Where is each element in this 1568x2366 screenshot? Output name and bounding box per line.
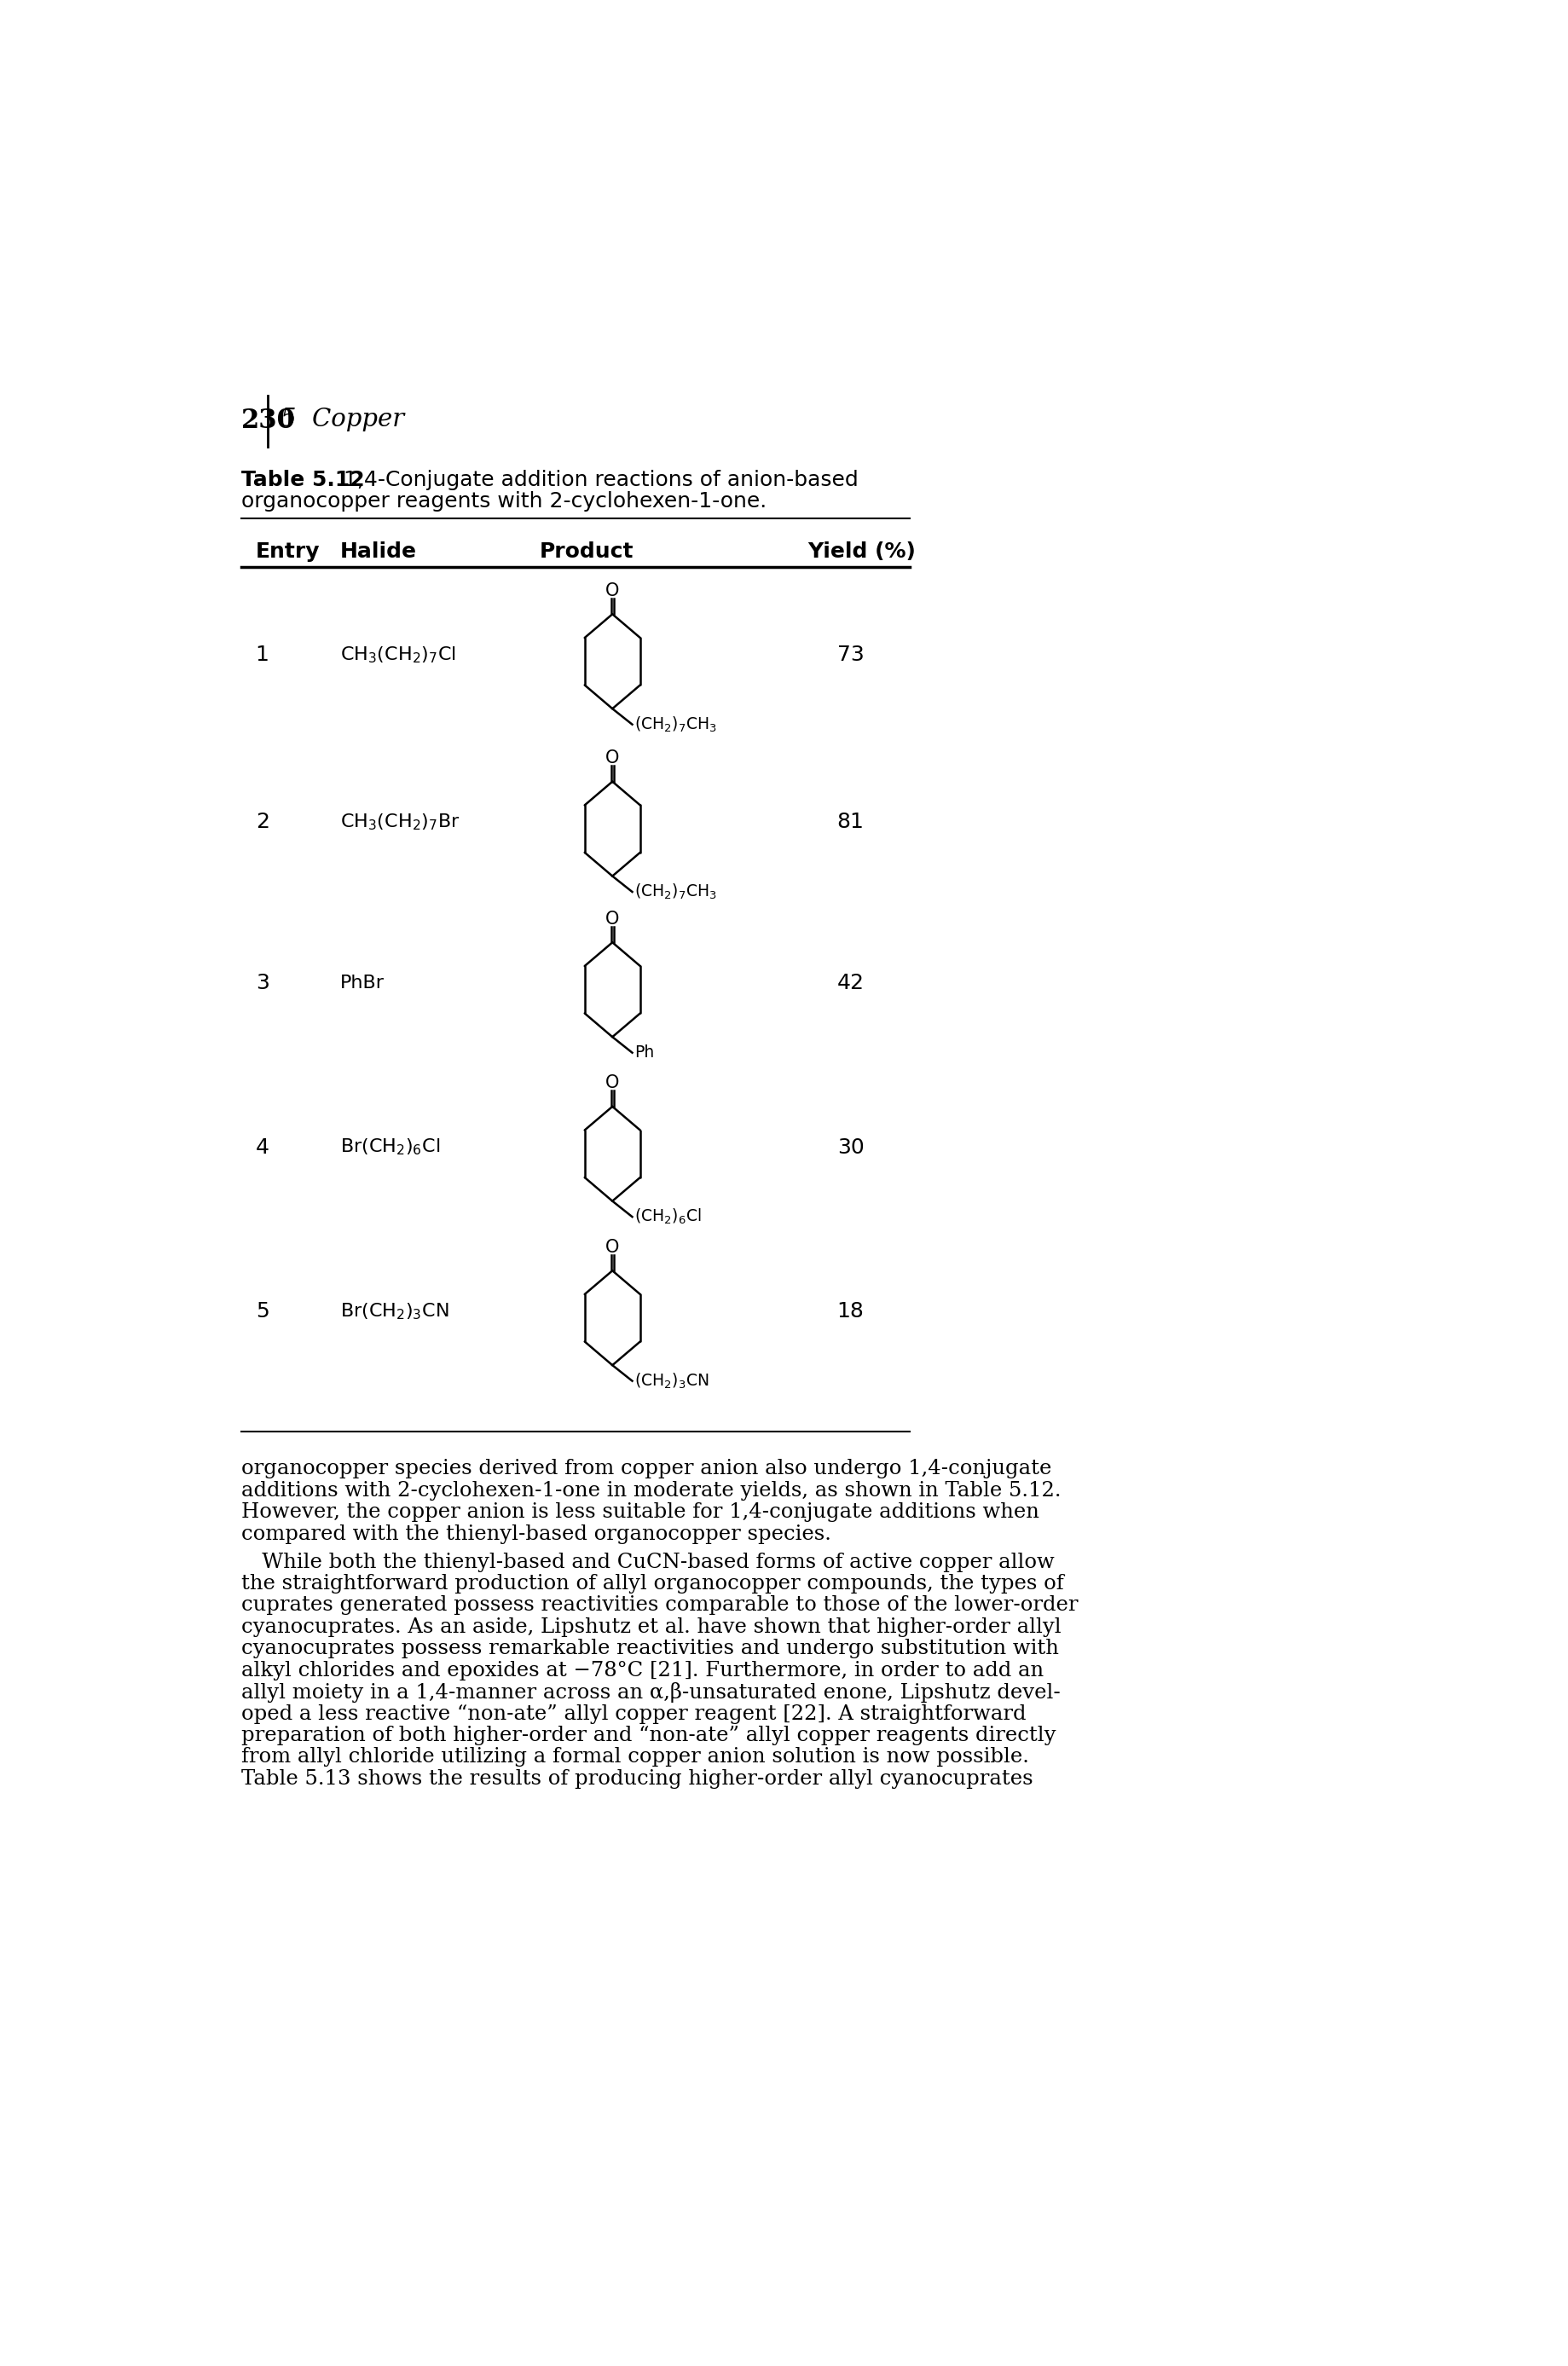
Text: O: O xyxy=(605,750,619,767)
Text: Yield (%): Yield (%) xyxy=(808,542,916,561)
Text: 73: 73 xyxy=(837,644,864,665)
Text: alkyl chlorides and epoxides at −78°C [21]. Furthermore, in order to add an: alkyl chlorides and epoxides at −78°C [2… xyxy=(241,1661,1043,1680)
Text: Halide: Halide xyxy=(340,542,417,561)
Text: (CH$_2$)$_3$CN: (CH$_2$)$_3$CN xyxy=(633,1372,709,1391)
Text: (CH$_2$)$_7$CH$_3$: (CH$_2$)$_7$CH$_3$ xyxy=(633,883,717,901)
Text: CH$_3$(CH$_2$)$_7$Br: CH$_3$(CH$_2$)$_7$Br xyxy=(340,812,459,833)
Text: 230: 230 xyxy=(241,407,295,433)
Text: organocopper reagents with 2-cyclohexen-1-one.: organocopper reagents with 2-cyclohexen-… xyxy=(241,490,767,511)
Text: 3: 3 xyxy=(256,972,270,994)
Text: Product: Product xyxy=(539,542,633,561)
Text: Br(CH$_2$)$_6$Cl: Br(CH$_2$)$_6$Cl xyxy=(340,1138,439,1157)
Text: 5  Copper: 5 Copper xyxy=(281,407,405,431)
Text: 5: 5 xyxy=(256,1301,268,1323)
Text: organocopper species derived from copper anion also undergo 1,4-conjugate: organocopper species derived from copper… xyxy=(241,1460,1051,1479)
Text: 1,4-Conjugate addition reactions of anion-based: 1,4-Conjugate addition reactions of anio… xyxy=(337,471,858,490)
Text: Ph: Ph xyxy=(633,1046,654,1060)
Text: O: O xyxy=(605,911,619,927)
Text: 4: 4 xyxy=(256,1138,270,1157)
Text: Br(CH$_2$)$_3$CN: Br(CH$_2$)$_3$CN xyxy=(340,1301,448,1323)
Text: from allyl chloride utilizing a formal copper anion solution is now possible.: from allyl chloride utilizing a formal c… xyxy=(241,1746,1029,1767)
Text: cyanocuprates possess remarkable reactivities and undergo substitution with: cyanocuprates possess remarkable reactiv… xyxy=(241,1640,1058,1659)
Text: (CH$_2$)$_7$CH$_3$: (CH$_2$)$_7$CH$_3$ xyxy=(633,715,717,733)
Text: cuprates generated possess reactivities comparable to those of the lower-order: cuprates generated possess reactivities … xyxy=(241,1595,1077,1616)
Text: 18: 18 xyxy=(837,1301,864,1323)
Text: O: O xyxy=(605,1074,619,1091)
Text: O: O xyxy=(605,1237,619,1256)
Text: compared with the thienyl-based organocopper species.: compared with the thienyl-based organoco… xyxy=(241,1524,831,1543)
Text: additions with 2-cyclohexen-1-one in moderate yields, as shown in Table 5.12.: additions with 2-cyclohexen-1-one in mod… xyxy=(241,1481,1060,1500)
Text: CH$_3$(CH$_2$)$_7$Cl: CH$_3$(CH$_2$)$_7$Cl xyxy=(340,646,456,665)
Text: (CH$_2$)$_6$Cl: (CH$_2$)$_6$Cl xyxy=(633,1207,701,1226)
Text: Table 5.13 shows the results of producing higher-order allyl cyanocuprates: Table 5.13 shows the results of producin… xyxy=(241,1770,1032,1789)
Text: preparation of both higher-order and “non-ate” allyl copper reagents directly: preparation of both higher-order and “no… xyxy=(241,1725,1055,1746)
Text: However, the copper anion is less suitable for 1,4-conjugate additions when: However, the copper anion is less suitab… xyxy=(241,1502,1038,1521)
Text: Entry: Entry xyxy=(256,542,320,561)
Text: 1: 1 xyxy=(256,644,270,665)
Text: 30: 30 xyxy=(837,1138,864,1157)
Text: While both the thienyl-based and CuCN-based forms of active copper allow: While both the thienyl-based and CuCN-ba… xyxy=(241,1552,1054,1571)
Text: O: O xyxy=(605,582,619,599)
Text: cyanocuprates. As an aside, Lipshutz et al. have shown that higher-order allyl: cyanocuprates. As an aside, Lipshutz et … xyxy=(241,1618,1060,1637)
Text: allyl moiety in a 1,4-manner across an α,β-unsaturated enone, Lipshutz devel-: allyl moiety in a 1,4-manner across an α… xyxy=(241,1682,1060,1704)
Text: 81: 81 xyxy=(837,812,864,833)
Text: oped a less reactive “non-ate” allyl copper reagent [22]. A straightforward: oped a less reactive “non-ate” allyl cop… xyxy=(241,1704,1025,1722)
Text: Table 5.12: Table 5.12 xyxy=(241,471,364,490)
Text: 2: 2 xyxy=(256,812,270,833)
Text: the straightforward production of allyl organocopper compounds, the types of: the straightforward production of allyl … xyxy=(241,1573,1063,1595)
Text: PhBr: PhBr xyxy=(340,975,384,991)
Text: 42: 42 xyxy=(837,972,864,994)
